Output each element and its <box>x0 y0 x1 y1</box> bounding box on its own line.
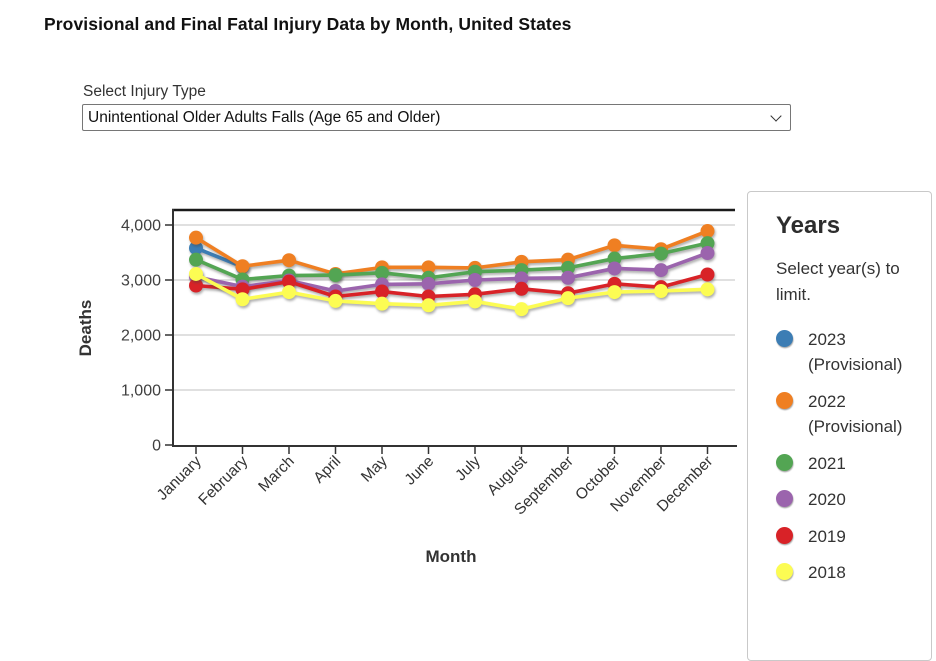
data-point-2018-july[interactable] <box>468 294 482 309</box>
data-point-2019-december[interactable] <box>700 267 715 282</box>
data-point-2021-april[interactable] <box>328 268 343 283</box>
y-tick-label: 0 <box>152 438 161 455</box>
data-point-2021-may[interactable] <box>375 265 389 280</box>
data-point-2018-june[interactable] <box>421 298 436 313</box>
data-point-2020-october[interactable] <box>607 261 622 276</box>
data-point-2022-december[interactable] <box>700 224 715 239</box>
y-axis-title: Deaths <box>76 300 95 357</box>
data-point-2023-january[interactable] <box>189 241 203 256</box>
y-tick-label: 3,000 <box>121 273 161 290</box>
data-point-2020-august[interactable] <box>514 271 529 286</box>
legend-label-2022: 2022 (Provisional) <box>808 391 903 437</box>
series-line-2018 <box>194 272 710 311</box>
data-point-2022-january[interactable] <box>189 230 203 245</box>
legend-circle-icon-2021[interactable] <box>776 453 793 471</box>
data-point-2019-february[interactable] <box>235 282 250 297</box>
data-point-2018-november[interactable] <box>654 284 668 298</box>
data-point-2019-may[interactable] <box>375 284 389 299</box>
data-point-2022-october[interactable] <box>607 238 622 253</box>
legend-label-2018: 2018 <box>808 563 846 583</box>
data-point-2022-june[interactable] <box>421 260 436 275</box>
legend-label-2019: 2019 <box>808 526 846 546</box>
data-point-2018-march[interactable] <box>282 285 296 300</box>
legend-circle-icon-2019[interactable] <box>776 526 793 544</box>
x-tick-label-february: February <box>195 453 251 509</box>
data-point-2018-october[interactable] <box>607 285 622 300</box>
y-tick-label: 4,000 <box>121 218 161 235</box>
legend-label-2023: 2023 (Provisional) <box>808 329 903 375</box>
data-point-2020-june[interactable] <box>421 276 436 291</box>
legend-circle-icon-2020[interactable] <box>776 490 793 508</box>
data-point-2018-february[interactable] <box>235 292 250 307</box>
x-tick-label-august: August <box>484 452 531 499</box>
data-point-2019-august[interactable] <box>514 281 529 296</box>
legend-circle-icon-2023[interactable] <box>776 329 793 347</box>
injury-type-label: Select Injury Type <box>83 83 206 100</box>
years-panel-title: Years <box>776 212 841 239</box>
data-point-2021-september[interactable] <box>561 260 575 275</box>
x-tick-label-may: May <box>358 453 391 486</box>
series-line-2022 <box>194 229 710 276</box>
data-point-2020-november[interactable] <box>654 263 668 278</box>
series-line-2023 <box>194 246 245 269</box>
x-tick-label-april: April <box>310 453 344 487</box>
injury-type-select-wrap: Unintentional Older Adults Falls (Age 65… <box>82 104 791 131</box>
series-line-2019 <box>194 272 710 299</box>
data-point-2022-march[interactable] <box>282 253 296 268</box>
legend-item-2019[interactable]: 2019 <box>776 524 923 550</box>
data-point-2021-october[interactable] <box>607 251 622 266</box>
legend-label-2020: 2020 <box>808 490 846 510</box>
data-point-2018-december[interactable] <box>700 282 715 297</box>
series-2022 <box>189 224 715 281</box>
chart-area: 0 1,000 2,000 3,000 4,000 January February Marc… <box>0 190 750 608</box>
data-point-2020-september[interactable] <box>561 270 575 285</box>
data-point-2019-march[interactable] <box>282 274 296 289</box>
data-point-2018-september[interactable] <box>561 291 575 306</box>
x-tick-label-june: June <box>402 453 438 489</box>
data-point-2018-january[interactable] <box>189 266 203 281</box>
data-point-2019-january[interactable] <box>189 278 203 293</box>
series-line-2021 <box>194 241 710 282</box>
data-point-2021-january[interactable] <box>189 252 203 267</box>
data-point-2018-august[interactable] <box>514 302 529 317</box>
years-panel-subtitle: Select year(s) to limit. <box>776 259 900 305</box>
data-point-2018-april[interactable] <box>328 293 343 308</box>
legend-circle-icon-2022[interactable] <box>776 391 793 409</box>
y-tick-label: 2,000 <box>121 328 161 345</box>
legend-item-2018[interactable]: 2018 <box>776 560 923 586</box>
data-point-2021-december[interactable] <box>700 236 715 251</box>
legend-item-2020[interactable]: 2020 <box>776 487 923 513</box>
year-legend-list: 2023 (Provisional) 2022 (Provisional) 2021… <box>776 327 923 586</box>
legend-label-2021: 2021 <box>808 453 846 473</box>
series-2018 <box>189 266 715 317</box>
years-panel: Years Select year(s) to limit. 2023 (Pro… <box>747 191 932 661</box>
x-tick-label-march: March <box>255 453 297 495</box>
data-point-2020-december[interactable] <box>700 246 715 261</box>
legend-circle-icon-2018[interactable] <box>776 563 793 581</box>
x-axis-title: Month <box>426 547 477 566</box>
data-point-2022-february[interactable] <box>235 259 250 274</box>
series-2019 <box>189 267 715 304</box>
legend-item-2023[interactable]: 2023 (Provisional) <box>776 327 923 378</box>
data-point-2018-may[interactable] <box>375 296 389 311</box>
data-point-2020-july[interactable] <box>468 273 482 287</box>
injury-type-select[interactable]: Unintentional Older Adults Falls (Age 65… <box>82 104 791 131</box>
legend-item-2021[interactable]: 2021 <box>776 451 923 477</box>
legend-item-2022[interactable]: 2022 (Provisional) <box>776 389 923 440</box>
data-point-2021-november[interactable] <box>654 246 668 261</box>
y-tick-label: 1,000 <box>121 383 161 400</box>
x-tick-label-july: July <box>452 453 484 485</box>
page-title: Provisional and Final Fatal Injury Data … <box>44 14 572 34</box>
